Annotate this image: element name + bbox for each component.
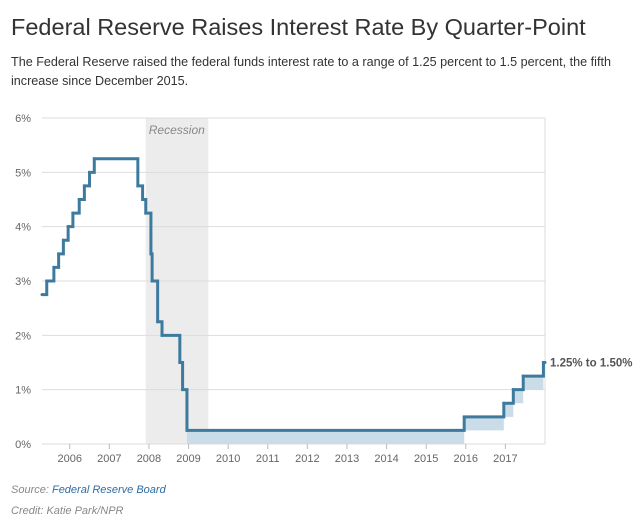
rate-step-point <box>178 361 182 364</box>
rate-step-point <box>502 401 506 405</box>
rate-step-point <box>543 361 547 364</box>
rate-step-point <box>150 279 154 283</box>
x-tick-label: 2009 <box>176 453 200 465</box>
source-line: Source: Federal Reserve Board <box>11 484 166 496</box>
x-tick-label: 2014 <box>374 453 398 465</box>
y-tick-label: 5% <box>15 167 31 179</box>
chart-subtitle: The Federal Reserve raised the federal f… <box>11 55 611 88</box>
rate-step-point <box>156 320 160 324</box>
x-tick-label: 2006 <box>57 453 81 465</box>
y-tick-label: 4% <box>15 222 31 234</box>
recession-label: Recession <box>149 123 205 137</box>
rate-step-point <box>71 211 75 215</box>
x-tick-label: 2017 <box>493 453 517 465</box>
rate-step-point <box>45 279 49 283</box>
source-link[interactable]: Federal Reserve Board <box>51 484 166 496</box>
rate-step-point <box>185 428 189 432</box>
rate-step-point <box>181 388 185 392</box>
source-label: Source: <box>11 484 52 496</box>
rate-range-band <box>186 362 546 444</box>
credit-line: Credit: Katie Park/NPR <box>11 505 124 517</box>
current-rate-annotation: 1.25% to 1.50% <box>550 358 632 370</box>
grid-lines <box>42 117 546 445</box>
rate-step-point <box>160 333 164 337</box>
chart-title: Federal Reserve Raises Interest Rate By … <box>11 14 586 40</box>
x-tick-label: 2011 <box>256 453 280 465</box>
rate-step-point <box>82 184 86 188</box>
rate-step-point <box>52 265 56 269</box>
interest-rate-chart: 0%1%2%3%4%5%6% 2006 2007 2008 2009 2010 2011 2… <box>15 113 632 465</box>
rate-step-point <box>92 157 96 161</box>
x-tick-label: 2013 <box>335 453 359 465</box>
x-tick-label: 2008 <box>137 453 161 465</box>
y-tick-label: 6% <box>15 113 31 125</box>
x-axis-ticks: 2006 2007 2008 2009 2010 2011 2012 2013 2014 2015… <box>57 444 518 465</box>
rate-step-point <box>141 198 145 201</box>
rate-step-point <box>521 374 525 378</box>
rate-step-point <box>149 252 153 256</box>
rate-step-point <box>144 211 148 215</box>
rate-step-point <box>511 388 515 392</box>
x-tick-label: 2015 <box>414 453 438 465</box>
y-tick-label: 1% <box>15 385 31 397</box>
x-tick-label: 2007 <box>97 453 121 465</box>
y-tick-label: 3% <box>15 276 31 288</box>
y-axis-ticks: 0% 1% 2% 3% 4% 5% 6% <box>15 113 31 451</box>
rate-step-point <box>462 415 466 419</box>
rate-line <box>42 157 545 432</box>
x-tick-label: 2010 <box>216 453 240 465</box>
rate-step-point <box>57 252 61 256</box>
rate-step-point <box>77 198 81 201</box>
y-tick-label: 2% <box>15 330 31 342</box>
rate-step-point <box>66 225 70 229</box>
x-tick-label: 2016 <box>454 453 478 465</box>
rate-steps <box>40 157 547 432</box>
x-tick-label: 2012 <box>295 453 319 465</box>
rate-step-point <box>40 293 44 297</box>
y-tick-label: 0% <box>15 439 31 451</box>
rate-step-point <box>88 170 92 174</box>
rate-step-point <box>136 184 140 188</box>
rate-step-point <box>61 238 65 242</box>
